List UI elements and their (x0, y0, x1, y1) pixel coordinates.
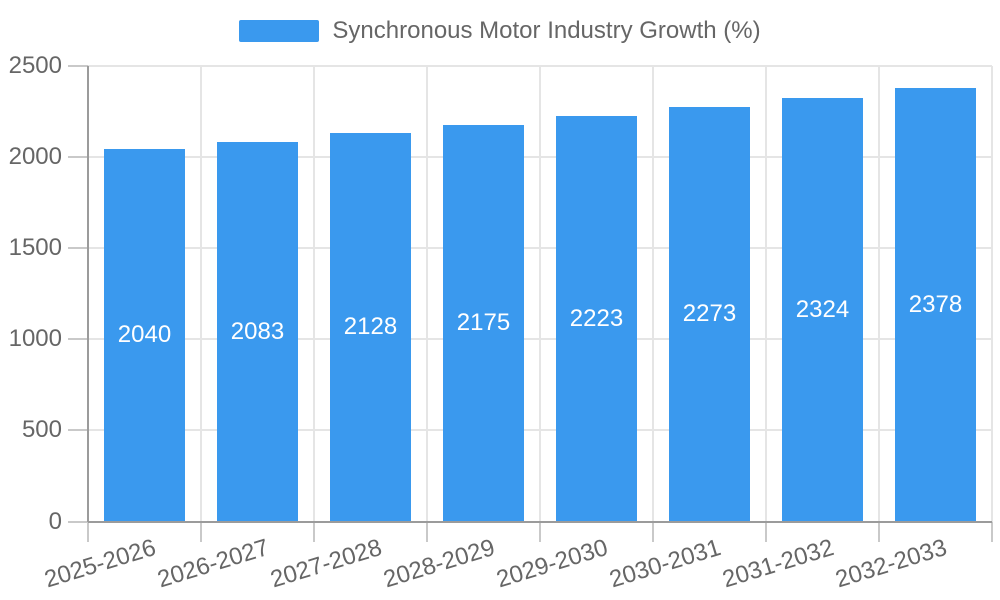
y-tick-label: 500 (21, 416, 62, 444)
x-tick-label: 2032-2033 (832, 533, 950, 594)
x-gridline (652, 65, 654, 522)
bar-value-label: 2273 (682, 300, 737, 328)
y-axis-tick (68, 520, 88, 523)
y-axis-tick (68, 155, 88, 158)
x-axis-tick (652, 521, 654, 542)
x-axis-tick (878, 521, 880, 542)
y-axis-line (87, 65, 89, 522)
y-axis-tick (68, 429, 88, 432)
x-axis-tick (539, 521, 541, 542)
x-gridline (200, 65, 202, 522)
x-gridline (765, 65, 767, 522)
x-axis-tick (313, 521, 315, 542)
x-axis-tick (87, 521, 89, 542)
y-axis-tick (68, 64, 88, 67)
bar[interactable] (443, 124, 524, 522)
x-gridline (539, 65, 541, 522)
y-tick-label: 2500 (8, 51, 62, 79)
x-tick-label: 2030-2031 (606, 533, 724, 594)
bar[interactable] (895, 87, 976, 522)
x-gridline (878, 65, 880, 522)
y-tick-label: 1000 (8, 325, 62, 353)
y-axis-tick (68, 246, 88, 249)
bar[interactable] (782, 97, 863, 522)
x-axis-tick (200, 521, 202, 542)
bar-value-label: 2223 (569, 304, 624, 332)
x-tick-label: 2028-2029 (380, 533, 498, 594)
x-axis-tick (991, 521, 993, 542)
x-gridline (426, 65, 428, 522)
bar-value-label: 2378 (908, 290, 963, 318)
x-tick-label: 2025-2026 (41, 533, 159, 594)
y-tick-label: 1500 (8, 233, 62, 261)
bar[interactable] (556, 116, 637, 522)
bar[interactable] (330, 133, 411, 522)
x-gridline (313, 65, 315, 522)
y-tick-label: 0 (48, 507, 62, 535)
legend-item[interactable]: Synchronous Motor Industry Growth (%) (0, 17, 1000, 45)
bar-value-label: 2175 (456, 309, 511, 337)
bar[interactable] (669, 106, 750, 522)
x-tick-label: 2029-2030 (493, 533, 611, 594)
x-tick-label: 2031-2032 (719, 533, 837, 594)
bar-value-label: 2040 (117, 321, 172, 349)
x-axis-tick (426, 521, 428, 542)
y-tick-label: 2000 (8, 142, 62, 170)
x-gridline (991, 65, 993, 522)
bar-value-label: 2083 (230, 317, 285, 345)
x-axis-line (88, 520, 992, 523)
x-tick-label: 2026-2027 (154, 533, 272, 594)
bar-value-label: 2324 (795, 295, 850, 323)
x-tick-label: 2027-2028 (267, 533, 385, 594)
x-axis-tick (765, 521, 767, 542)
legend-swatch (239, 20, 320, 42)
bar[interactable] (217, 141, 298, 522)
bar-value-label: 2128 (343, 313, 398, 341)
bar[interactable] (104, 149, 185, 522)
legend-label: Synchronous Motor Industry Growth (%) (332, 17, 761, 44)
y-axis-tick (68, 338, 88, 341)
